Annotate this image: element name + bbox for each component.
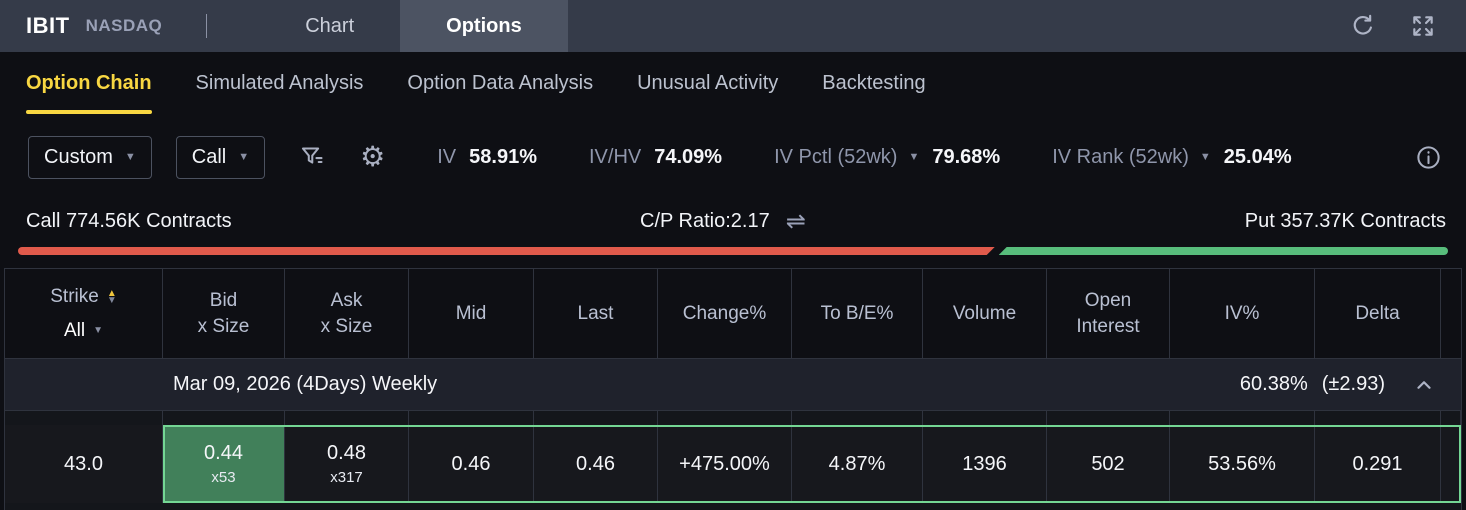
subtab-label: Option Data Analysis xyxy=(407,71,594,94)
mid-cell: 0.46 xyxy=(409,425,534,503)
ask-cell[interactable]: 0.48 x317 xyxy=(285,425,409,503)
settings-gear-icon[interactable]: ⚙ xyxy=(360,141,386,172)
bid-cell[interactable]: 0.44 x53 xyxy=(163,425,285,503)
subtab-backtesting[interactable]: Backtesting xyxy=(822,52,925,114)
stat-value: 74.09% xyxy=(654,145,723,168)
stat-value: 25.04% xyxy=(1223,145,1292,168)
option-row-43[interactable]: 43.0 0.44 x53 0.48 x317 0.46 0.46 +475.0… xyxy=(5,425,1461,503)
dropdown-value: Call xyxy=(191,145,227,168)
subtab-unusual-activity[interactable]: Unusual Activity xyxy=(637,52,778,114)
header-label: Strike xyxy=(50,285,99,307)
subtab-label: Backtesting xyxy=(822,71,926,94)
filter-icon[interactable] xyxy=(299,144,326,171)
clipped-row-sliver xyxy=(5,411,1461,425)
stat-iv: IV 58.91% xyxy=(437,146,537,169)
tab-options[interactable]: Options xyxy=(400,0,568,52)
column-header-volume: Volume xyxy=(923,269,1047,358)
chevron-down-icon: ▼ xyxy=(1199,151,1211,163)
swap-icon[interactable]: ⇌ xyxy=(785,208,806,235)
table-header-row: Strike ▲ ▼ All ▼ Bid x Size Ask x Size Mid … xyxy=(5,269,1461,359)
column-header-open-interest: Open Interest xyxy=(1047,269,1170,358)
filter-toolbar: Custom ▼ Call ▼ ⚙ IV 58.91% IV/HV 74.09%… xyxy=(0,114,1466,200)
row-spacer-cell xyxy=(1441,425,1461,503)
subtab-option-chain[interactable]: Option Chain xyxy=(26,52,152,114)
expiry-date-label: Mar 09, 2026 (4Days) Weekly xyxy=(173,373,438,395)
refresh-icon[interactable] xyxy=(1350,13,1376,39)
dropdown-value: Custom xyxy=(44,145,113,168)
strike-filter-value: All xyxy=(63,319,86,341)
chevron-down-icon: ▼ xyxy=(238,151,250,163)
chevron-down-icon: ▼ xyxy=(124,151,136,163)
last-cell: 0.46 xyxy=(534,425,658,503)
subtab-label: Option Chain xyxy=(26,71,152,94)
iv-cell: 53.56% xyxy=(1170,425,1315,503)
stat-value: 58.91% xyxy=(469,145,537,168)
active-tab-underline xyxy=(26,110,152,114)
ticker-symbol: IBIT xyxy=(26,13,70,38)
option-chain-table: Strike ▲ ▼ All ▼ Bid x Size Ask x Size Mid … xyxy=(4,268,1462,503)
cp-ratio-label: C/P Ratio:2.17 xyxy=(640,210,770,232)
strike-cell: 43.0 xyxy=(5,425,163,503)
stat-iv-rank-dropdown[interactable]: IV Rank (52wk) ▼ 25.04% xyxy=(1052,146,1291,169)
cp-ratio-bar xyxy=(18,247,1448,255)
column-header-spacer xyxy=(1441,269,1461,358)
subtab-label: Unusual Activity xyxy=(637,71,779,94)
chevron-up-icon[interactable] xyxy=(1413,374,1435,396)
column-header-delta: Delta xyxy=(1315,269,1441,358)
expiry-iv-value: 60.38% xyxy=(1239,373,1308,395)
change-cell: +475.00% xyxy=(658,425,792,503)
stat-iv-hv: IV/HV 74.09% xyxy=(589,146,722,169)
strike-filter-dropdown[interactable]: All ▼ xyxy=(64,318,103,344)
strike-range-dropdown[interactable]: Custom ▼ xyxy=(28,135,152,179)
expiry-group-row[interactable]: Mar 09, 2026 (4Days) Weekly 60.38% (±2.9… xyxy=(5,359,1461,411)
stat-label: IV Pctl (52wk) xyxy=(774,145,898,168)
next-row-sliver xyxy=(4,503,1462,510)
cp-ratio-bar-call xyxy=(18,247,995,255)
put-contracts-label: Put 357.37K Contracts xyxy=(1244,210,1446,232)
column-header-iv: IV% xyxy=(1170,269,1315,358)
tab-chart[interactable]: Chart xyxy=(305,14,355,37)
call-put-dropdown[interactable]: Call ▼ xyxy=(175,135,266,179)
stat-value: 79.68% xyxy=(932,145,1001,168)
open-interest-cell: 502 xyxy=(1047,425,1170,503)
options-subtabs: Option Chain Simulated Analysis Option D… xyxy=(0,52,1466,114)
subtab-simulated-analysis[interactable]: Simulated Analysis xyxy=(196,52,364,114)
column-header-last: Last xyxy=(534,269,658,358)
delta-cell: 0.291 xyxy=(1315,425,1441,503)
subtab-option-data-analysis[interactable]: Option Data Analysis xyxy=(407,52,593,114)
column-header-change: Change% xyxy=(658,269,792,358)
column-header-mid: Mid xyxy=(409,269,534,358)
volume-cell: 1396 xyxy=(923,425,1047,503)
chevron-down-icon: ▼ xyxy=(908,151,920,163)
to-be-cell: 4.87% xyxy=(792,425,923,503)
call-contracts-label: Call 774.56K Contracts xyxy=(26,210,232,232)
stat-label: IV xyxy=(437,145,457,168)
stat-label: IV Rank (52wk) xyxy=(1052,145,1189,168)
expiry-expected-move: (±2.93) xyxy=(1321,373,1385,395)
info-icon[interactable] xyxy=(1415,144,1442,171)
column-header-bid: Bid x Size xyxy=(163,269,285,358)
call-put-ratio-section: Call 774.56K Contracts C/P Ratio:2.17 ⇌ … xyxy=(0,200,1466,268)
header-divider xyxy=(206,14,208,38)
exchange-label: NASDAQ xyxy=(85,16,163,35)
chevron-down-icon: ▼ xyxy=(93,324,104,336)
strike-sort-control[interactable]: Strike ▲ ▼ xyxy=(50,284,116,310)
stat-iv-pctl-dropdown[interactable]: IV Pctl (52wk) ▼ 79.68% xyxy=(774,146,1000,169)
sort-arrows-icon: ▲ ▼ xyxy=(106,287,117,306)
subtab-label: Simulated Analysis xyxy=(195,71,364,94)
stat-label: IV/HV xyxy=(589,145,642,168)
fullscreen-icon[interactable] xyxy=(1410,13,1436,39)
cp-ratio-bar-put xyxy=(998,247,1448,255)
column-header-strike: Strike ▲ ▼ All ▼ xyxy=(5,269,163,358)
column-header-to-be: To B/E% xyxy=(792,269,923,358)
window-header: IBIT NASDAQ Chart Options xyxy=(0,0,1466,52)
column-header-ask: Ask x Size xyxy=(285,269,409,358)
